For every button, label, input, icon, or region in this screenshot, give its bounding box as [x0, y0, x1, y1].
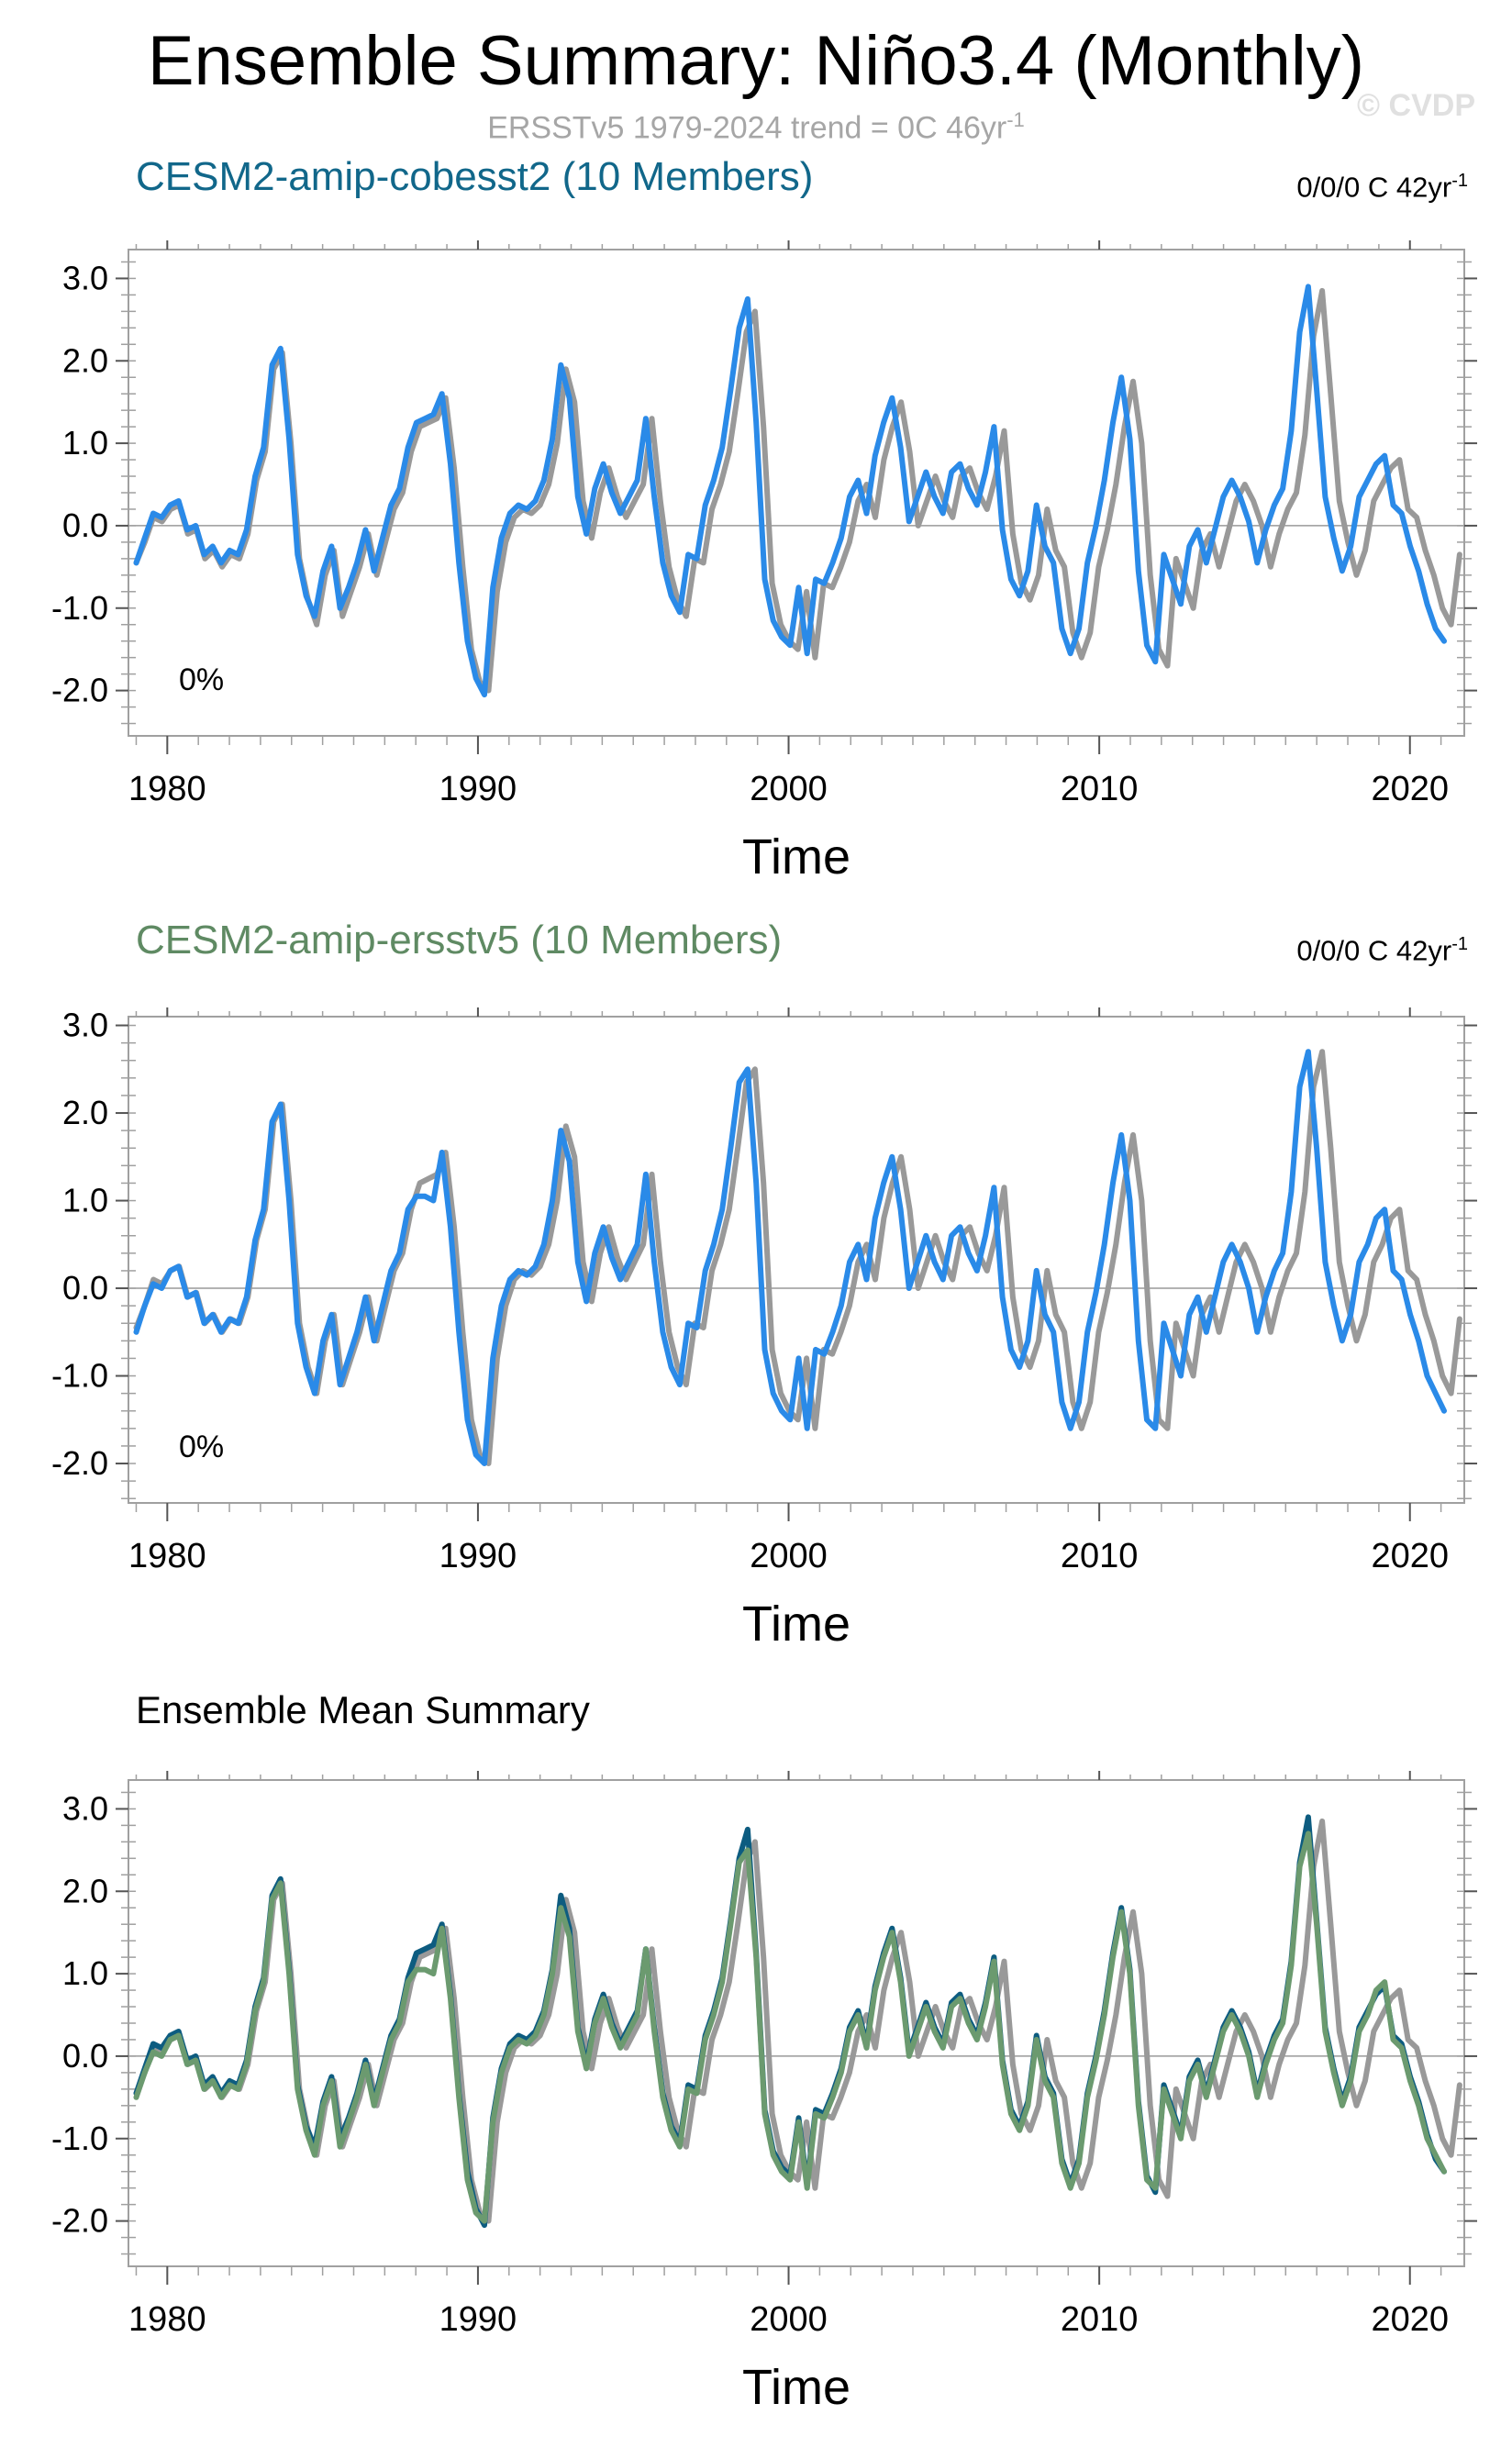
panel-1-title: CESM2-amip-cobesst2 (10 Members): [136, 154, 814, 199]
y-tick-label: -2.0: [51, 2202, 108, 2240]
series-line-member-1: [133, 284, 1447, 698]
page-title: Ensemble Summary: Niño3.4 (Monthly): [147, 22, 1365, 100]
x-tick-label: 1990: [439, 1537, 517, 1575]
minor-y-ticks: [121, 1775, 1472, 2276]
x-tick-label: 2020: [1371, 2300, 1449, 2339]
y-tick-label: -2.0: [51, 672, 108, 709]
plot-frame: [128, 1016, 1465, 1504]
panel-1-trend-exponent: -1: [1451, 171, 1468, 191]
x-axis-title: Time: [742, 1597, 850, 1652]
percent-annotation: 0%: [179, 662, 224, 697]
x-tick-label: 2010: [1061, 1537, 1139, 1575]
y-tick-label: -2.0: [51, 1444, 108, 1482]
y-tick-label: 1.0: [62, 1182, 108, 1219]
x-tick-label: 2020: [1371, 1537, 1449, 1575]
chart-panel-cobesst2: -2.0 -1.0 0.0 1.0 2.0 3.0 1980 1990 2000 2010 2020…: [51, 240, 1477, 885]
y-tick-label: -1.0: [51, 589, 108, 627]
x-tick-label: 1980: [128, 1537, 206, 1575]
y-tick-label: 1.0: [62, 424, 108, 462]
y-tick-label: 0.0: [62, 1269, 108, 1307]
subtitle-text: ERSSTv5 1979-2024 trend = 0C 46yr: [487, 110, 1007, 146]
x-tick-label: 2010: [1061, 2300, 1139, 2339]
x-tick-label: 2000: [750, 1537, 828, 1575]
chart-panel-ersstv5: -2.0 -1.0 0.0 1.0 2.0 3.0 1980 1990 2000 2010 2020…: [51, 1007, 1477, 1652]
panel-1-trend-label: 0/0/0 C 42yr-1: [1296, 171, 1468, 204]
x-tick-label: 1980: [128, 770, 206, 808]
y-tick-label: -1.0: [51, 2120, 108, 2157]
x-axis-title: Time: [742, 2360, 850, 2415]
y-tick-label: 0.0: [62, 506, 108, 544]
series-line-mean-2: [133, 1830, 1447, 2224]
panel-2-trend-text: 0/0/0 C 42yr: [1296, 934, 1452, 967]
panel-2-title: CESM2-amip-ersstv5 (10 Members): [136, 918, 783, 963]
percent-annotation: 0%: [179, 1430, 224, 1464]
series-line-observed-0: [133, 287, 1462, 694]
y-tick-label: 3.0: [62, 1789, 108, 1827]
y-tick-label: -1.0: [51, 1357, 108, 1395]
series-line-member-1: [133, 1049, 1447, 1466]
panel-2-trend-exponent: -1: [1451, 934, 1468, 954]
x-tick-label: 2010: [1061, 770, 1139, 808]
plot-frame: [128, 249, 1465, 737]
minor-y-ticks: [121, 1011, 1472, 1512]
y-tick-label: 0.0: [62, 2037, 108, 2075]
subtitle-exponent: -1: [1006, 108, 1025, 131]
x-tick-label: 1990: [439, 2300, 517, 2339]
y-tick-label: 3.0: [62, 259, 108, 296]
cvdp-watermark: © CVDP: [1357, 88, 1475, 123]
x-axis-title: Time: [742, 829, 850, 885]
observed-trend-subtitle: ERSSTv5 1979-2024 trend = 0C 46yr-1: [0, 108, 1512, 146]
series-line-observed-0: [133, 1049, 1462, 1466]
minor-y-ticks: [121, 244, 1472, 745]
x-tick-label: 1980: [128, 2300, 206, 2339]
x-tick-label: 2020: [1371, 770, 1449, 808]
y-tick-label: 1.0: [62, 1954, 108, 1992]
panel-2-trend-label: 0/0/0 C 42yr-1: [1296, 934, 1468, 967]
x-tick-label: 2000: [750, 770, 828, 808]
x-tick-label: 2000: [750, 2300, 828, 2339]
y-tick-label: 3.0: [62, 1007, 108, 1044]
y-tick-label: 2.0: [62, 1872, 108, 1909]
plot-frame: [128, 1779, 1465, 2267]
y-tick-label: 2.0: [62, 1094, 108, 1131]
panel-3-title: Ensemble Mean Summary: [136, 1688, 590, 1731]
chart-panel-ensemble-mean: -2.0 -1.0 0.0 1.0 2.0 3.0 1980 1990 2000 2010 2020…: [51, 1771, 1477, 2415]
x-tick-label: 1990: [439, 770, 517, 808]
series-line-observed-0: [133, 1818, 1462, 2224]
y-tick-label: 2.0: [62, 341, 108, 379]
panel-1-trend-text: 0/0/0 C 42yr: [1296, 171, 1452, 204]
